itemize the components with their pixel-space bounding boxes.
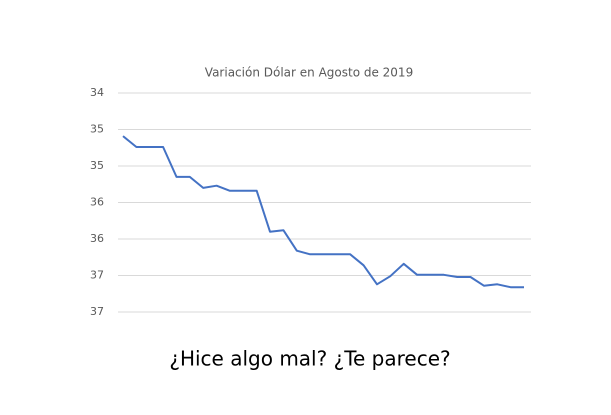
y-tick-label: 36: [90, 196, 104, 209]
y-tick-label: 34: [90, 86, 104, 99]
chart-title: Variación Dólar en Agosto de 2019: [205, 66, 413, 80]
y-tick-label: 35: [90, 123, 104, 136]
y-tick-label: 35: [90, 159, 104, 172]
y-tick-label: 36: [90, 232, 104, 245]
y-tick-label: 37: [90, 305, 104, 318]
y-tick-label: 37: [90, 269, 104, 282]
data-line: [122, 135, 524, 289]
caption: ¿Hice algo mal? ¿Te parece?: [169, 347, 450, 371]
